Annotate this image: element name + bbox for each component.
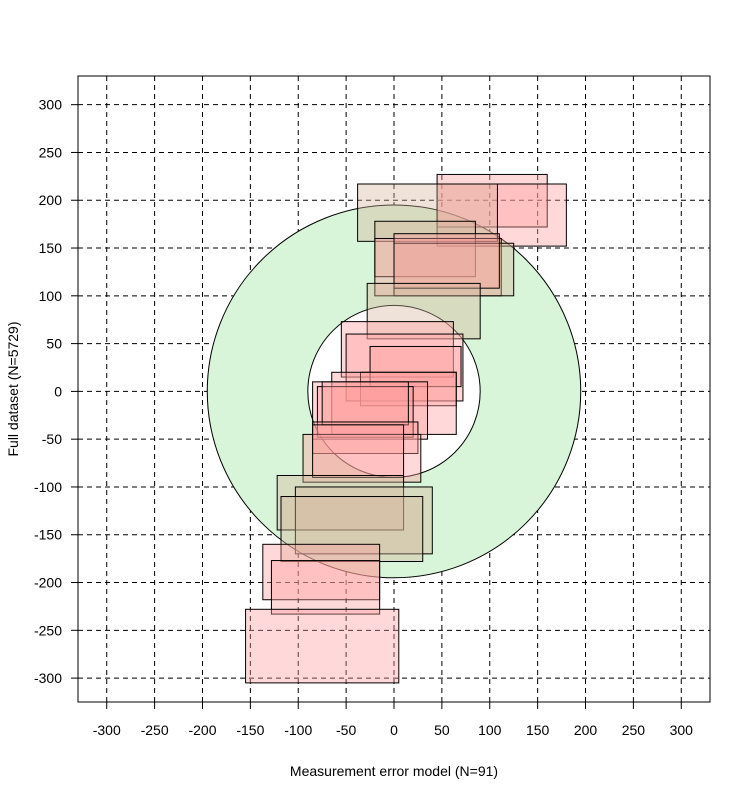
data-box — [316, 386, 414, 438]
data-box — [321, 381, 409, 426]
x-tick-label: 50 — [434, 722, 450, 738]
x-axis: -300 -250 -200 -150 -100 -50 0 50 100 150 200 250 30… — [93, 702, 693, 738]
x-tick-label: -50 — [336, 722, 356, 738]
x-tick-label: 0 — [390, 722, 398, 738]
data-box — [294, 486, 433, 555]
data-box — [393, 233, 500, 289]
data-box — [366, 282, 481, 340]
x-axis-title: Measurement error model (N=91) — [290, 763, 498, 779]
data-box — [312, 424, 405, 478]
y-tick-label: 250 — [39, 144, 63, 160]
x-tick-label: 150 — [526, 722, 550, 738]
y-tick-label: -100 — [34, 479, 62, 495]
y-tick-label: -150 — [34, 527, 62, 543]
y-tick-label: 200 — [39, 192, 63, 208]
y-axis: -300 -250 -200 -150 -100 -50 0 50 100 150 200 250 30… — [34, 97, 78, 686]
boxes — [245, 173, 567, 684]
y-tick-label: 100 — [39, 288, 63, 304]
x-tick-label: -250 — [141, 722, 169, 738]
y-tick-label: 150 — [39, 240, 63, 256]
data-box — [276, 474, 405, 531]
data-box — [302, 433, 422, 483]
data-box — [369, 345, 462, 388]
data-box — [331, 371, 457, 435]
data-box — [245, 608, 400, 684]
y-tick-label: -200 — [34, 575, 62, 591]
data-box — [436, 183, 567, 247]
x-tick-label: 300 — [670, 722, 694, 738]
data-box — [345, 333, 464, 402]
y-tick-label: -300 — [34, 670, 62, 686]
data-box — [340, 321, 454, 378]
y-tick-label: 50 — [46, 336, 62, 352]
data-box — [374, 220, 476, 278]
data-box — [280, 496, 424, 563]
data-box — [436, 173, 548, 228]
x-tick-label: -300 — [93, 722, 121, 738]
data-box — [270, 560, 381, 615]
data-box — [357, 183, 498, 242]
y-tick-label: 300 — [39, 97, 63, 113]
y-axis-title: Full dataset (N=5729) — [5, 321, 21, 456]
x-tick-label: 200 — [574, 722, 598, 738]
data-box — [312, 421, 419, 455]
x-tick-label: -100 — [284, 722, 312, 738]
y-tick-label: -50 — [42, 431, 62, 447]
x-tick-label: -150 — [236, 722, 264, 738]
x-tick-label: 100 — [478, 722, 502, 738]
data-box — [393, 242, 515, 297]
y-tick-label: -250 — [34, 622, 62, 638]
y-tick-label: 0 — [54, 383, 62, 399]
x-tick-label: 250 — [622, 722, 646, 738]
x-tick-label: -200 — [188, 722, 216, 738]
